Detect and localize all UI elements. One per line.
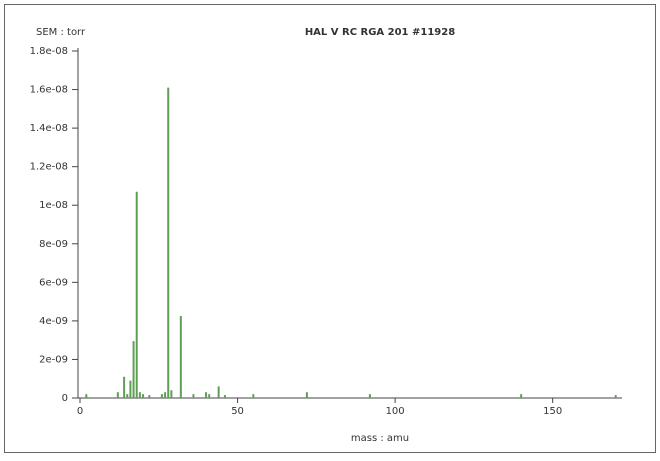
x-tick-label: 150 — [543, 406, 562, 417]
peak — [223, 395, 226, 398]
peak — [148, 395, 151, 398]
peak — [192, 394, 195, 398]
y-axis-label: SEM : torr — [36, 27, 86, 38]
peak — [614, 395, 617, 398]
y-tick-label: 1e-08 — [39, 200, 68, 211]
peak — [116, 392, 119, 398]
peak — [167, 87, 170, 398]
x-axis-label: mass : amu — [351, 433, 409, 444]
peak — [164, 392, 167, 398]
y-tick-label: 1.4e-08 — [30, 123, 68, 134]
peak — [179, 316, 182, 398]
peak — [205, 392, 208, 398]
peak — [129, 380, 132, 398]
y-tick-label: 0 — [62, 393, 68, 404]
y-tick-label: 1.2e-08 — [30, 162, 68, 173]
peak — [126, 394, 129, 398]
peak — [135, 191, 138, 398]
peak — [132, 341, 135, 398]
x-tick-label: 0 — [77, 406, 83, 417]
y-tick-label: 1.6e-08 — [30, 85, 68, 96]
peak — [85, 394, 88, 398]
frame — [4, 4, 656, 453]
peak — [305, 392, 308, 398]
y-tick-label: 8e-09 — [39, 239, 68, 250]
y-tick-label: 6e-09 — [39, 277, 68, 288]
y-tick-label: 1.8e-08 — [30, 46, 68, 57]
x-tick-label: 100 — [386, 406, 405, 417]
peak — [138, 392, 141, 398]
y-tick-label: 4e-09 — [39, 316, 68, 327]
peak — [217, 386, 220, 398]
peak — [170, 390, 173, 398]
chart-title: HAL V RC RGA 201 #11928 — [305, 27, 455, 38]
peak — [160, 394, 163, 398]
peak — [142, 394, 145, 398]
peak — [252, 394, 255, 398]
y-tick-label: 2e-09 — [39, 354, 68, 365]
peak — [368, 394, 371, 398]
peak — [208, 394, 211, 398]
peak — [520, 394, 523, 398]
peak — [123, 376, 126, 398]
x-tick-label: 50 — [231, 406, 244, 417]
